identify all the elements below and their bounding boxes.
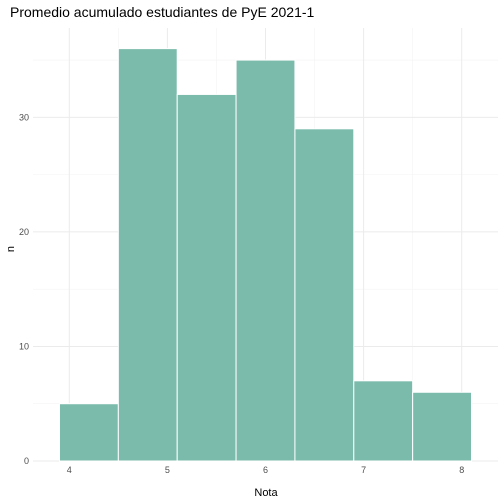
y-tick-label: 20 — [19, 227, 29, 237]
chart-title: Promedio acumulado estudiantes de PyE 20… — [10, 4, 315, 20]
bars — [58, 48, 473, 462]
x-tick-label: 4 — [67, 465, 72, 475]
histogram-bar — [412, 391, 473, 462]
y-tick-label: 30 — [19, 112, 29, 122]
y-tick-labels: 0 10 20 30 — [19, 112, 29, 466]
x-axis-label: Nota — [254, 487, 278, 499]
histogram-bar — [58, 403, 119, 462]
histogram-bar — [235, 59, 296, 462]
x-tick-label: 5 — [165, 465, 170, 475]
histogram-bar — [176, 93, 237, 462]
y-tick-label: 10 — [19, 341, 29, 351]
x-tick-label: 8 — [459, 465, 464, 475]
x-tick-label: 6 — [263, 465, 268, 475]
histogram-bar — [294, 128, 355, 462]
x-tick-labels: 4 5 6 7 8 — [67, 465, 464, 475]
x-tick-label: 7 — [361, 465, 366, 475]
histogram-bar — [117, 48, 178, 462]
histogram-bar — [353, 380, 414, 462]
y-tick-label: 0 — [24, 456, 29, 466]
y-axis-label: n — [5, 246, 17, 252]
